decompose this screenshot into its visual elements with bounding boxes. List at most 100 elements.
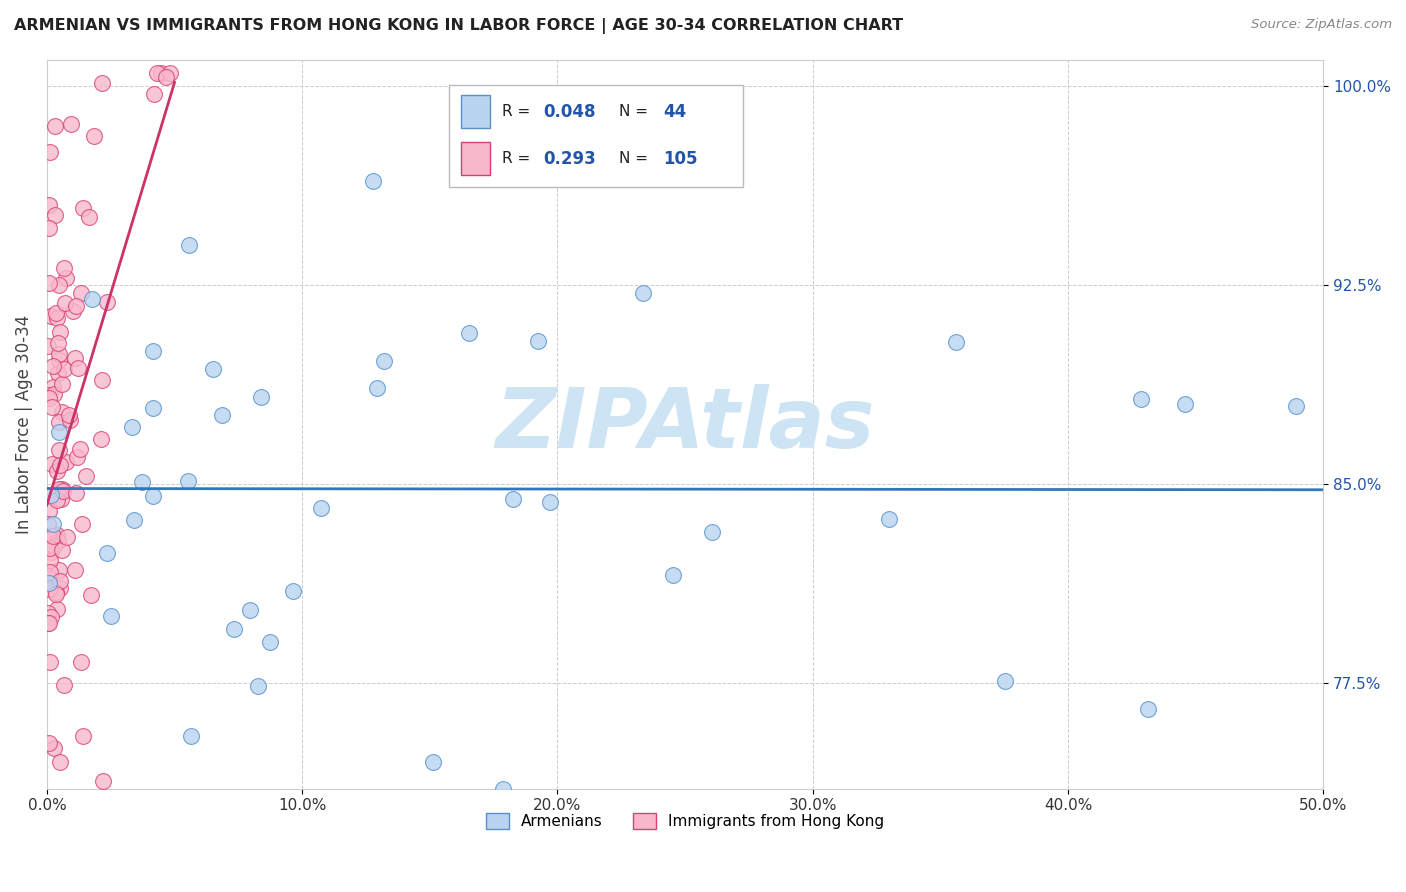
Point	[41, 457, 63, 471]
Point	[39, 309, 62, 323]
Point	[75, 468, 97, 483]
Point	[55, 296, 77, 310]
Point	[100, 609, 122, 624]
Point	[662, 568, 685, 582]
Point	[1285, 399, 1308, 413]
Text: ZIPAtlas: ZIPAtlas	[495, 384, 875, 465]
Point	[37, 574, 59, 589]
Point	[143, 87, 166, 102]
Point	[42, 529, 65, 543]
Point	[201, 361, 224, 376]
Point	[38, 568, 60, 582]
Point	[37, 516, 59, 531]
Point	[67, 361, 90, 376]
Point	[38, 276, 60, 290]
Point	[37, 615, 59, 630]
Point	[527, 334, 550, 348]
Point	[52, 678, 75, 692]
Point	[38, 220, 60, 235]
Point	[51, 543, 73, 558]
Point	[42, 516, 65, 531]
Point	[502, 491, 524, 506]
Point	[55, 455, 77, 469]
Point	[45, 464, 67, 478]
Point	[90, 432, 112, 446]
Point	[38, 582, 60, 597]
Text: ARMENIAN VS IMMIGRANTS FROM HONG KONG IN LABOR FORCE | AGE 30-34 CORRELATION CHA: ARMENIAN VS IMMIGRANTS FROM HONG KONG IN…	[14, 18, 903, 34]
Point	[1136, 702, 1159, 716]
Point	[631, 285, 654, 300]
Point	[142, 489, 165, 503]
Point	[422, 755, 444, 769]
Point	[52, 483, 75, 498]
Point	[146, 66, 169, 80]
Point	[492, 781, 515, 796]
Point	[38, 198, 60, 212]
Point	[179, 238, 201, 252]
Point	[155, 70, 177, 85]
Point	[46, 336, 69, 351]
Point	[80, 588, 103, 602]
Point	[70, 286, 93, 301]
Point	[142, 401, 165, 416]
Point	[69, 442, 91, 457]
Point	[46, 534, 69, 549]
Point	[96, 546, 118, 560]
Point	[46, 310, 69, 325]
Point	[58, 408, 80, 422]
Point	[45, 585, 67, 599]
Point	[42, 359, 65, 373]
Point	[48, 458, 70, 472]
Point	[45, 306, 67, 320]
Point	[63, 351, 86, 365]
Point	[42, 540, 65, 554]
Point	[72, 201, 94, 215]
Point	[49, 582, 72, 596]
Point	[142, 344, 165, 359]
Point	[283, 584, 305, 599]
Point	[37, 339, 59, 353]
Point	[38, 565, 60, 579]
Point	[65, 299, 87, 313]
Point	[37, 388, 59, 402]
Point	[259, 635, 281, 649]
Point	[51, 376, 73, 391]
Point	[945, 334, 967, 349]
Point	[46, 492, 69, 507]
Point	[38, 736, 60, 750]
Y-axis label: In Labor Force | Age 30-34: In Labor Force | Age 30-34	[15, 315, 32, 533]
Point	[72, 729, 94, 743]
Point	[48, 352, 70, 367]
Point	[45, 602, 67, 616]
Point	[224, 623, 246, 637]
Point	[159, 66, 181, 80]
Point	[53, 361, 76, 376]
Point	[246, 679, 269, 693]
Point	[38, 576, 60, 591]
Point	[41, 795, 63, 809]
Point	[66, 450, 89, 464]
Point	[48, 347, 70, 361]
Point	[122, 513, 145, 527]
Point	[45, 528, 67, 542]
Point	[993, 673, 1015, 688]
Point	[38, 656, 60, 670]
Point	[48, 483, 70, 497]
Point	[700, 524, 723, 539]
Point	[41, 532, 63, 546]
Point	[59, 117, 82, 131]
Point	[131, 475, 153, 490]
Point	[65, 485, 87, 500]
Point	[177, 474, 200, 488]
Point	[69, 655, 91, 669]
Point	[309, 501, 332, 516]
Point	[38, 541, 60, 555]
Point	[91, 773, 114, 788]
Point	[49, 492, 72, 507]
Point	[42, 380, 65, 394]
Point	[37, 529, 59, 543]
Point	[38, 504, 60, 518]
Point	[83, 128, 105, 143]
Point	[48, 325, 70, 339]
Point	[366, 381, 388, 395]
